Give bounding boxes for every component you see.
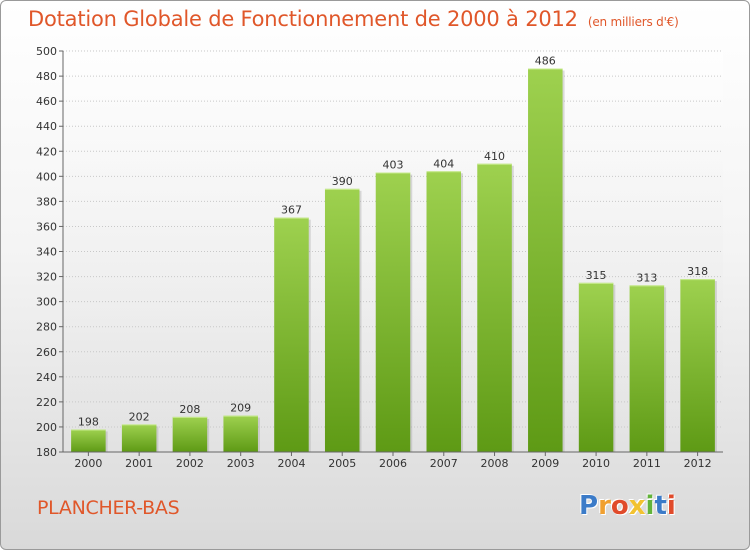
- place-name: PLANCHER-BAS: [37, 497, 180, 519]
- proxiti-logo[interactable]: Proxiti: [579, 491, 676, 521]
- y-tick-label: 280: [36, 321, 57, 334]
- bar: [375, 172, 411, 452]
- x-tick-label: 2002: [176, 457, 204, 470]
- data-label: 315: [586, 269, 607, 282]
- data-label: 390: [332, 175, 353, 188]
- y-axis: 180 200 220 240 260 280 300 320 340 360 380 400 420 4…: [36, 45, 64, 459]
- data-label: 410: [484, 150, 505, 163]
- y-tick-label: 180: [36, 446, 57, 459]
- x-tick-label: 2008: [481, 457, 509, 470]
- bar: [528, 68, 563, 452]
- data-label: 209: [230, 402, 251, 415]
- bar: [477, 163, 512, 452]
- x-axis: 2000 2001 2002 2003 2004 2005 2006 2007 2008 2009…: [63, 451, 723, 470]
- data-label: 404: [433, 157, 454, 170]
- logo-letter: i: [645, 491, 655, 521]
- y-tick-label: 200: [36, 421, 57, 434]
- data-label: 313: [636, 271, 657, 284]
- data-label: 318: [687, 265, 708, 278]
- bar: [172, 416, 208, 452]
- x-tick-label: 2007: [430, 457, 458, 470]
- x-tick-label: 2003: [227, 457, 255, 470]
- bar: [324, 188, 360, 452]
- y-tick-label: 440: [36, 120, 57, 133]
- bar: [578, 282, 614, 452]
- x-tick-label: 2010: [582, 457, 610, 470]
- y-tick-label: 500: [36, 45, 57, 58]
- y-tick-label: 340: [36, 246, 57, 259]
- logo-letter: i: [666, 491, 676, 521]
- logo-letter: o: [610, 491, 629, 521]
- chart-title: Dotation Globale de Fonctionnement de 20…: [28, 7, 679, 31]
- logo-letter: r: [598, 491, 611, 521]
- logo-letter: P: [579, 491, 599, 521]
- y-tick-label: 220: [36, 396, 57, 409]
- x-tick-label: 2011: [633, 457, 661, 470]
- chart-title-text: Dotation Globale de Fonctionnement de 20…: [28, 7, 578, 31]
- x-tick-label: 2005: [328, 457, 356, 470]
- y-tick-label: 480: [36, 70, 57, 83]
- y-tick-label: 400: [36, 170, 57, 183]
- data-label: 367: [281, 204, 302, 217]
- x-tick-label: 2004: [277, 457, 305, 470]
- y-tick-label: 360: [36, 220, 57, 233]
- logo-letter: x: [628, 491, 646, 521]
- x-tick-label: 2000: [74, 457, 102, 470]
- data-label: 198: [78, 415, 99, 428]
- y-tick-label: 420: [36, 145, 57, 158]
- bar: [680, 279, 715, 452]
- bar: [121, 424, 157, 452]
- chart-unit: (en milliers d'€): [587, 15, 679, 29]
- bar: [223, 415, 258, 452]
- data-label: 486: [535, 55, 556, 68]
- x-tick-label: 2012: [684, 457, 712, 470]
- x-tick-label: 2009: [531, 457, 559, 470]
- x-tick-label: 2001: [125, 457, 153, 470]
- data-label: 208: [179, 403, 200, 416]
- bar: [629, 285, 665, 452]
- bar: [71, 429, 106, 452]
- bars: 198 202 208 209 367 390 403 404 410 486 315 313 318: [71, 55, 717, 453]
- bar: [426, 171, 462, 453]
- y-tick-label: 380: [36, 195, 57, 208]
- y-tick-label: 300: [36, 296, 57, 309]
- data-label: 202: [129, 410, 150, 423]
- x-tick-label: 2006: [379, 457, 407, 470]
- data-label: 403: [383, 159, 404, 172]
- y-tick-label: 320: [36, 271, 57, 284]
- y-tick-label: 260: [36, 346, 57, 359]
- logo-letter: t: [654, 491, 667, 521]
- y-tick-label: 460: [36, 95, 57, 108]
- y-tick-label: 240: [36, 371, 57, 384]
- bar: [274, 217, 309, 452]
